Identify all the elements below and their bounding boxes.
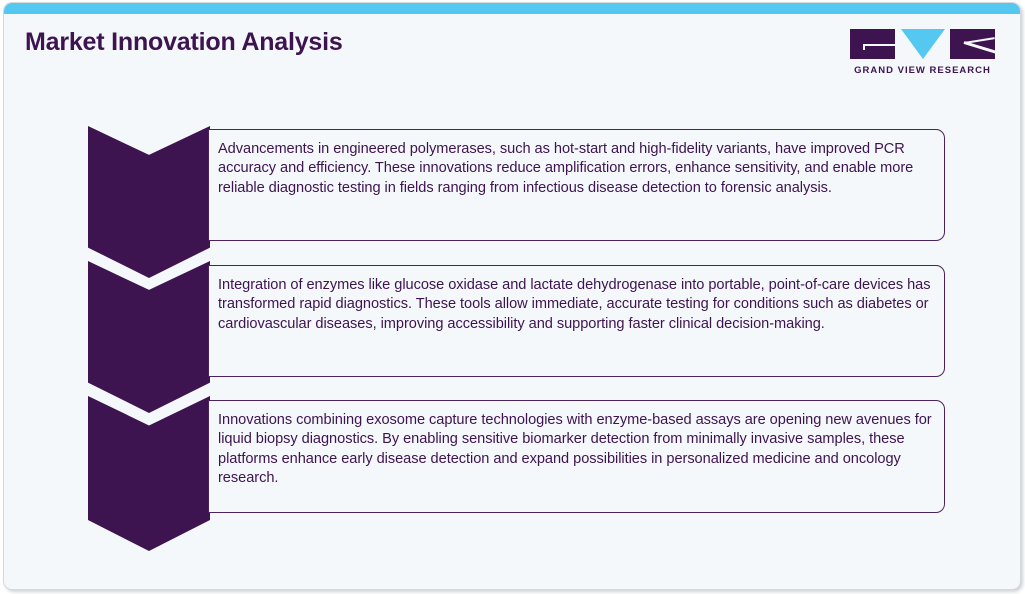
gvr-logo-r-icon [950, 29, 995, 59]
grand-view-research-logo: GRAND VIEW RESEARCH [850, 29, 995, 76]
logo-marks [850, 29, 995, 59]
chevron-marker-icon [88, 126, 210, 278]
top-accent-bar [4, 3, 1020, 14]
slide-card: Market Innovation Analysis GRAND VIEW RE… [3, 2, 1021, 590]
gvr-logo-g-icon [850, 29, 895, 59]
insight-textbox: Integration of enzymes like glucose oxid… [208, 265, 945, 377]
gvr-logo-v-icon [900, 29, 945, 59]
insight-textbox: Innovations combining exosome capture te… [208, 400, 945, 513]
chevron-marker-icon [88, 261, 210, 413]
insight-text: Integration of enzymes like glucose oxid… [218, 277, 931, 332]
page-title: Market Innovation Analysis [25, 28, 343, 56]
chevron-marker-icon [88, 396, 210, 551]
insight-text: Advancements in engineered polymerases, … [218, 141, 914, 196]
insight-text: Innovations combining exosome capture te… [218, 412, 932, 486]
logo-wordmark: GRAND VIEW RESEARCH [854, 65, 991, 76]
insight-textbox: Advancements in engineered polymerases, … [208, 129, 945, 241]
